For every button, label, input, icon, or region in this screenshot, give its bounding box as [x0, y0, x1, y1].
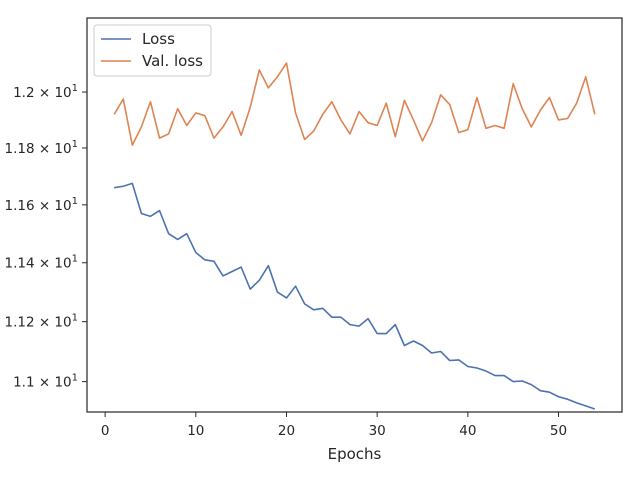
plot-frame — [86, 17, 623, 413]
y-tick-label: 1.16 × 101 — [4, 196, 78, 214]
x-tick-label: 30 — [369, 423, 386, 439]
x-tick-label: 0 — [101, 423, 110, 439]
y-tick-label: 1.12 × 101 — [4, 313, 78, 331]
x-tick-label: 10 — [187, 423, 204, 439]
y-tick-label: 1.2 × 101 — [13, 83, 78, 101]
x-axis-label: Epochs — [328, 445, 382, 463]
series-line-loss — [114, 182, 596, 410]
series-line-val-loss — [113, 62, 596, 146]
y-tick-label: 1.14 × 101 — [4, 254, 78, 272]
legend: Loss Val. loss — [93, 24, 212, 77]
y-tick-label: 1.1 × 101 — [13, 373, 78, 391]
y-axis-ticks: 1.1 × 101 1.12 × 101 1.14 × 101 1.16 × 101 1… — [4, 83, 87, 391]
x-axis-ticks: 0 10 20 30 40 50 — [101, 412, 567, 439]
legend-label-loss: Loss — [142, 30, 175, 48]
x-tick-label: 50 — [550, 423, 567, 439]
legend-box — [93, 24, 212, 77]
series-layer — [113, 62, 596, 410]
legend-label-val-loss: Val. loss — [142, 52, 203, 70]
y-tick-label: 1.18 × 101 — [4, 139, 78, 157]
plot-area — [87, 18, 622, 412]
x-tick-label: 20 — [278, 423, 295, 439]
x-tick-label: 40 — [459, 423, 476, 439]
